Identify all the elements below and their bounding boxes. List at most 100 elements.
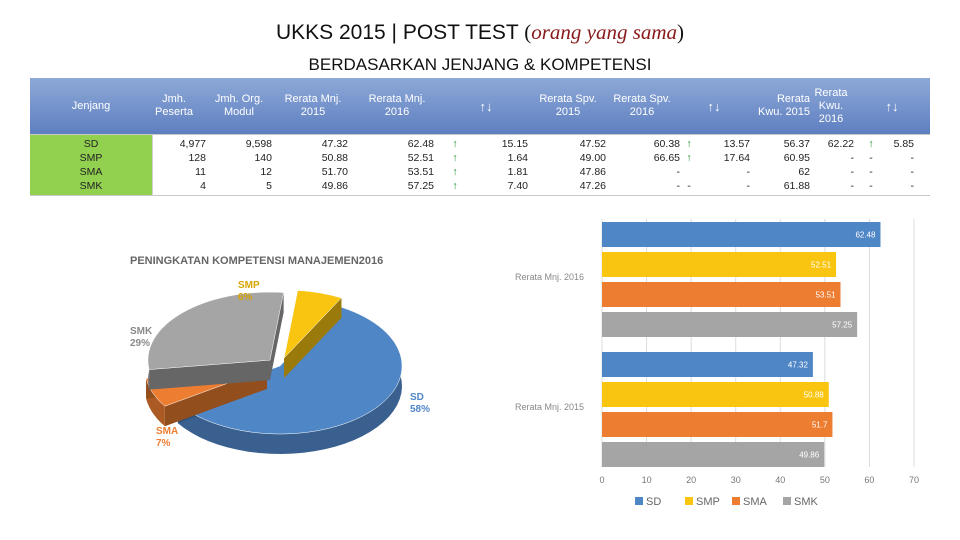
table-row: SMP 128 140 50.88 52.51 ↑ 1.64 49.00 66.65 ↑ 17.64…	[30, 151, 930, 165]
pie-percent-smp: 6%	[238, 292, 253, 303]
bar-value-label: 62.48	[855, 231, 876, 240]
title-italic: orang yang sama	[531, 20, 678, 44]
bar-value-label: 49.86	[799, 451, 820, 460]
bar-chart: 0 10 20 30 40 50 60 70 Rerata Mnj. 2016 62.48 52.5…	[515, 219, 919, 508]
cell-arrow-mnj: ↑	[452, 166, 458, 178]
header-kwu-2016: Rerata Kwu. 2016	[814, 86, 848, 125]
bar-sd-2016	[602, 222, 881, 247]
cell-diff-spv: 13.57	[723, 138, 750, 150]
legend-label-smk: SMK	[794, 496, 819, 508]
cell-mnj-2016: 57.25	[407, 180, 434, 192]
header-jml-modul: Jmh. Org. Modul	[214, 93, 264, 118]
title-paren-close: )	[677, 20, 685, 44]
header-jml-peserta: Jmh. Peserta	[155, 93, 193, 118]
bar-smk-2015	[602, 442, 825, 467]
cell-jenjang: SMK	[79, 180, 103, 192]
bar-value-label: 53.51	[815, 291, 836, 300]
grid-line	[30, 134, 930, 135]
pie-label-smp: SMP	[238, 280, 260, 291]
cell-modul: 5	[266, 180, 272, 192]
title-main: UKKS 2015 | POST TEST	[275, 21, 519, 44]
pie-chart-title: PENINGKATAN KOMPETENSI MANAJEMEN2016	[130, 255, 383, 267]
cell-arrow-kwu: -	[869, 180, 873, 192]
y-category-label: Rerata Mnj. 2015	[515, 402, 584, 412]
cell-spv-2015: 49.00	[579, 152, 606, 164]
header-kwu-2015: Rerata Kwu. 2015	[758, 93, 810, 118]
cell-spv-2015: 47.86	[579, 166, 606, 178]
cell-kwu-2016: -	[850, 152, 855, 164]
summary-table: Jenjang Jmh. Peserta Jmh. Org. Modul Rer…	[30, 78, 930, 196]
x-tick-label: 60	[864, 475, 874, 485]
cell-diff-spv: 17.64	[723, 152, 750, 164]
cell-mnj-2015: 51.70	[321, 166, 348, 178]
cell-mnj-2015: 49.86	[321, 180, 348, 192]
pie-percent-sd: 58%	[410, 404, 430, 415]
x-tick-label: 70	[909, 475, 919, 485]
cell-diff-mnj: 15.15	[501, 138, 528, 150]
cell-spv-2016: 60.38	[653, 138, 680, 150]
cell-diff-spv: -	[746, 166, 751, 178]
cell-jenjang: SD	[83, 138, 99, 150]
cell-arrow-spv: ↑	[686, 138, 692, 150]
cell-modul: 12	[260, 166, 272, 178]
bar-value-label: 57.25	[832, 321, 853, 330]
cell-diff-kwu: -	[910, 180, 915, 192]
cell-peserta: 11	[195, 166, 206, 178]
pie-slice-smk	[147, 291, 284, 390]
y-category-label: Rerata Mnj. 2016	[515, 272, 584, 282]
title-paren-open: (	[524, 20, 532, 44]
bar-smp-2015	[602, 382, 829, 407]
header-jenjang: Jenjang	[71, 99, 111, 112]
cell-kwu-2015: 56.37	[783, 138, 810, 150]
legend-label-sd: SD	[646, 496, 661, 508]
page-subtitle: BERDASARKAN JENJANG & KOMPETENSI	[308, 55, 652, 74]
header-spv-2016: Rerata Spv. 2016	[613, 93, 671, 118]
legend-label-sma: SMA	[743, 496, 768, 508]
cell-jenjang: SMP	[79, 152, 103, 164]
x-tick-label: 30	[731, 475, 741, 485]
cell-mnj-2016: 52.51	[407, 152, 434, 164]
x-tick-label: 20	[686, 475, 696, 485]
cell-diff-mnj: 1.81	[507, 166, 528, 178]
cell-spv-2016: -	[676, 166, 681, 178]
pie-percent-smk: 29%	[130, 338, 150, 349]
cell-modul: 9,598	[245, 138, 272, 150]
page-title: UKKS 2015 | POST TEST (orang yang sama)	[0, 20, 960, 45]
pie-label-sd: SD	[410, 392, 424, 403]
header-mnj-2015: Rerata Mnj. 2015	[284, 93, 342, 118]
cell-spv-2015: 47.52	[579, 138, 606, 150]
table-row: SMK 4 5 49.86 57.25 ↑ 7.40 47.26- - -61.88- - -	[30, 179, 930, 193]
cell-diff-kwu: -	[910, 166, 915, 178]
bar-value-label: 50.88	[804, 391, 825, 400]
cell-peserta: 4,977	[179, 138, 206, 150]
header-arrow-kwu: ↑↓	[885, 98, 899, 114]
header-arrow-spv: ↑↓	[707, 98, 721, 114]
cell-mnj-2015: 50.88	[321, 152, 348, 164]
header-spv-2015: Rerata Spv. 2015	[539, 93, 597, 118]
grid-line	[152, 134, 153, 196]
bar-value-label: 47.32	[788, 361, 809, 370]
legend-swatch-smk	[783, 497, 791, 505]
cell-diff-mnj: 7.40	[507, 180, 528, 192]
cell-modul: 140	[254, 152, 272, 164]
bar-sma-2015	[602, 412, 833, 437]
cell-arrow-mnj: ↑	[452, 180, 458, 192]
cell-mnj-2016: 62.48	[407, 138, 434, 150]
pie-label-sma: SMA	[156, 426, 178, 437]
cell-arrow-mnj: ↑	[452, 152, 458, 164]
cell-kwu-2016: 62.22	[827, 138, 854, 150]
cell-kwu-2015: 60.95	[783, 152, 810, 164]
bar-smp-2016	[602, 252, 837, 277]
cell-kwu-2015: 62	[798, 166, 810, 178]
cell-arrow-spv: -	[687, 180, 691, 192]
pie-percent-sma: 7%	[156, 438, 171, 449]
cell-spv-2016: 66.65	[653, 152, 680, 164]
header-mnj-2016: Rerata Mnj. 2016	[368, 93, 426, 118]
cell-peserta: 128	[188, 152, 206, 164]
header-kwu: Rerata Kwu. 2015 Rerata Kwu. 2016	[748, 78, 854, 134]
cell-diff-kwu: -	[910, 152, 915, 164]
legend-swatch-sma	[732, 497, 740, 505]
cell-spv-2016: -	[676, 180, 681, 192]
table-row: SMA 11 12 51.70 53.51 ↑ 1.81 47.86 - - 62 - - -	[30, 165, 930, 179]
table-header: Jenjang Jmh. Peserta Jmh. Org. Modul Rer…	[30, 78, 930, 134]
